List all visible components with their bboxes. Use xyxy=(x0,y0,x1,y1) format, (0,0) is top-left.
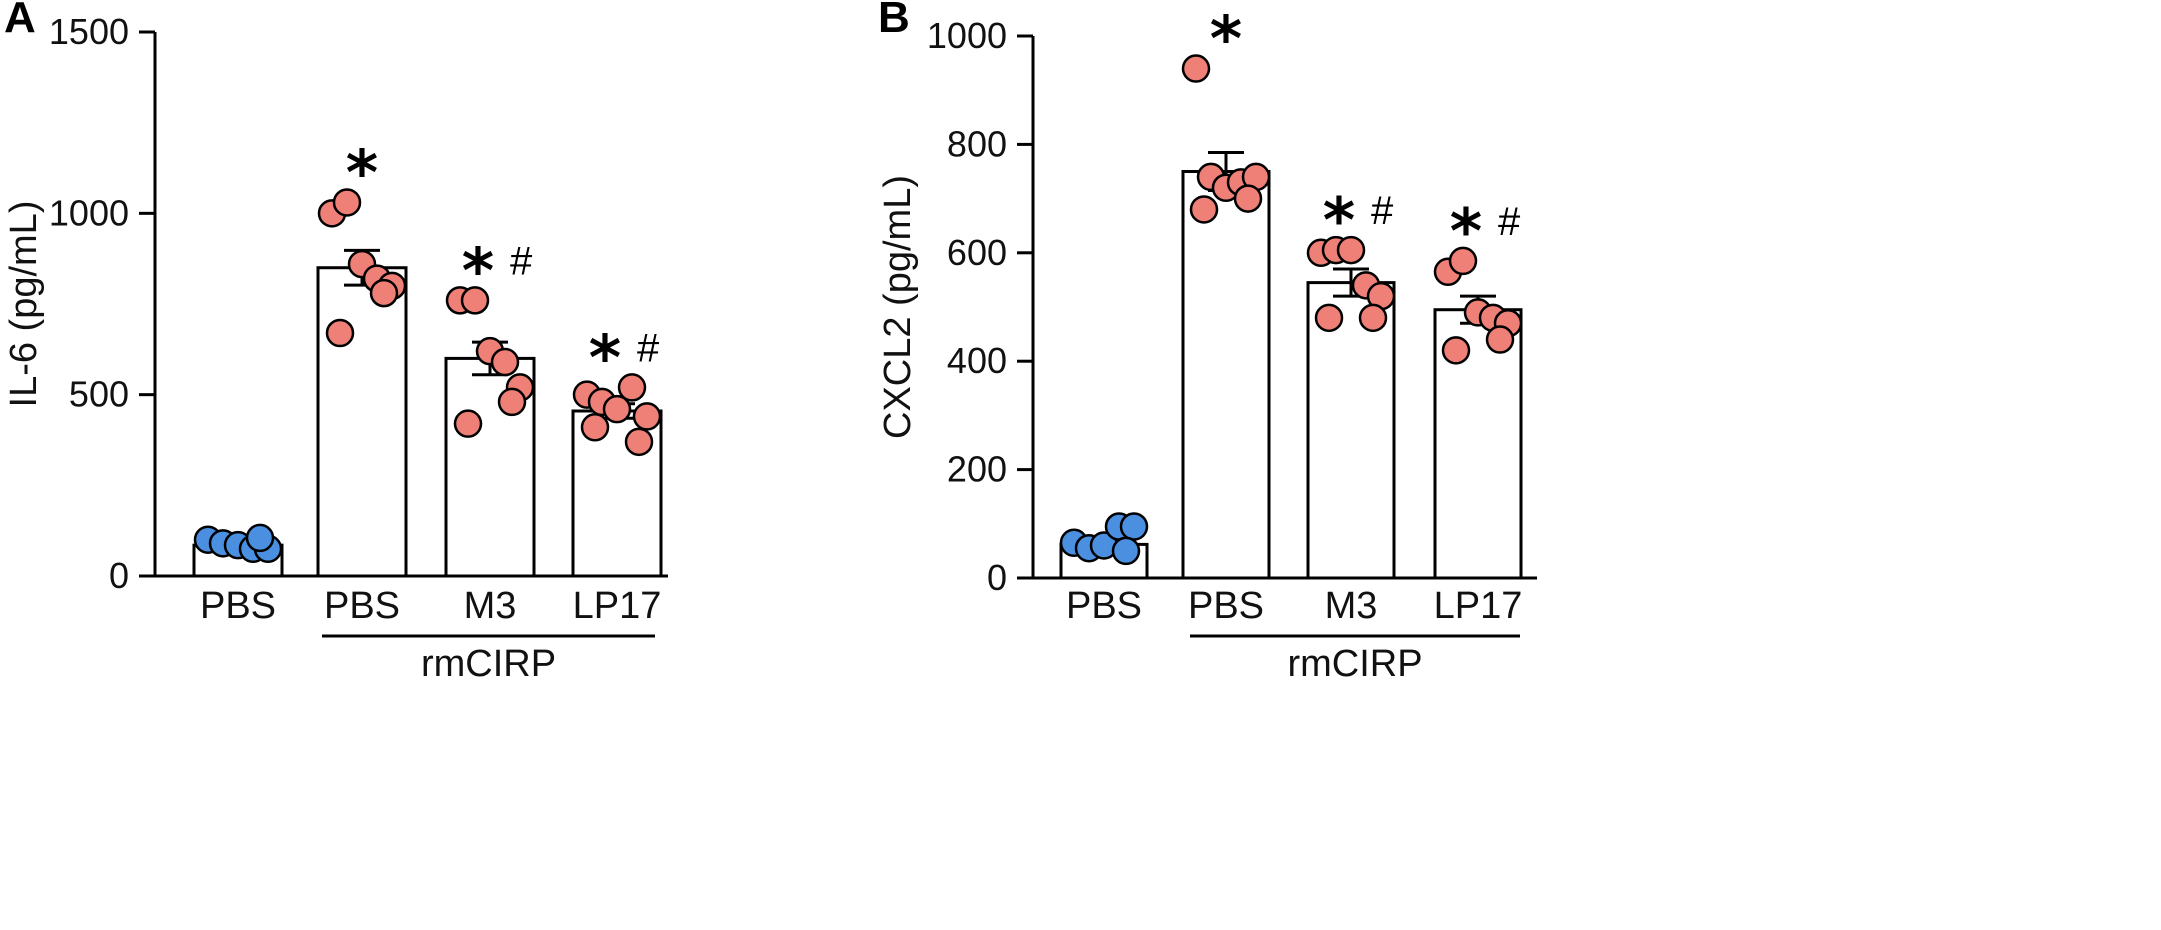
significance-star: * xyxy=(1210,3,1242,76)
significance-star: * xyxy=(589,321,621,394)
category-label: PBS xyxy=(1066,585,1142,627)
y-axis-title: IL-6 (pg/mL) xyxy=(3,201,45,408)
data-point xyxy=(1111,536,1141,566)
data-point xyxy=(325,318,355,348)
significance-star: * xyxy=(346,136,378,209)
data-point xyxy=(1358,303,1388,333)
panel-letter: A xyxy=(4,0,36,42)
y-tick-label: 600 xyxy=(947,232,1007,273)
panel-letter: B xyxy=(878,0,910,42)
category-label: PBS xyxy=(200,585,276,627)
data-point xyxy=(1441,336,1471,365)
y-tick-label: 1000 xyxy=(49,192,129,233)
bar xyxy=(316,266,408,578)
y-tick-label: 200 xyxy=(947,449,1007,490)
data-point xyxy=(1189,195,1219,224)
significance-star: * xyxy=(462,234,494,307)
category-label: PBS xyxy=(1188,585,1264,627)
bar xyxy=(444,356,536,578)
significance-hash: # xyxy=(510,239,533,283)
data-point xyxy=(497,387,527,417)
data-point xyxy=(332,188,362,217)
data-point xyxy=(460,286,490,315)
group-label: rmCIRP xyxy=(1287,643,1422,685)
data-point xyxy=(490,347,520,377)
data-point xyxy=(1314,303,1344,333)
significance-hash: # xyxy=(1498,200,1521,244)
data-point xyxy=(602,394,632,424)
significance-hash: # xyxy=(1371,189,1394,233)
category-label: M3 xyxy=(1325,585,1378,627)
category-label: LP17 xyxy=(1434,585,1523,627)
data-point xyxy=(1119,512,1149,541)
category-label: M3 xyxy=(464,585,517,627)
bar xyxy=(1181,170,1271,580)
data-point xyxy=(1485,325,1515,354)
data-point xyxy=(632,402,662,431)
data-point xyxy=(1181,54,1211,83)
y-tick-label: 0 xyxy=(109,555,129,596)
y-tick-label: 1500 xyxy=(49,11,129,52)
data-point xyxy=(624,427,654,457)
significance-star: * xyxy=(1323,184,1355,257)
y-axis-title: CXCL2 (pg/mL) xyxy=(877,175,919,439)
chart-panel-b: B 0 200 400 600 800 1000 CXCL2 (pg/mL) PBS PBS M3 L… xyxy=(877,0,1537,685)
category-label: LP17 xyxy=(573,585,662,627)
data-point xyxy=(617,373,647,402)
y-tick-label: 400 xyxy=(947,340,1007,381)
y-tick-label: 0 xyxy=(987,557,1007,598)
y-tick-label: 800 xyxy=(947,123,1007,164)
data-point xyxy=(1233,184,1263,213)
data-point xyxy=(245,523,275,553)
y-tick-label: 1000 xyxy=(927,15,1007,56)
y-tick-label: 500 xyxy=(69,374,129,415)
significance-star: * xyxy=(1450,195,1482,268)
significance-hash: # xyxy=(637,326,660,370)
data-point xyxy=(1336,235,1366,265)
data-point xyxy=(453,409,483,438)
category-label: PBS xyxy=(324,585,400,627)
chart-panel-a: A 0 500 1000 1500 IL-6 (pg/mL) PBS PBS M3 LP17 * * #… xyxy=(3,0,668,685)
data-point xyxy=(580,413,610,442)
data-point xyxy=(1448,246,1478,276)
group-label: rmCIRP xyxy=(421,643,556,685)
data-point xyxy=(369,278,399,308)
